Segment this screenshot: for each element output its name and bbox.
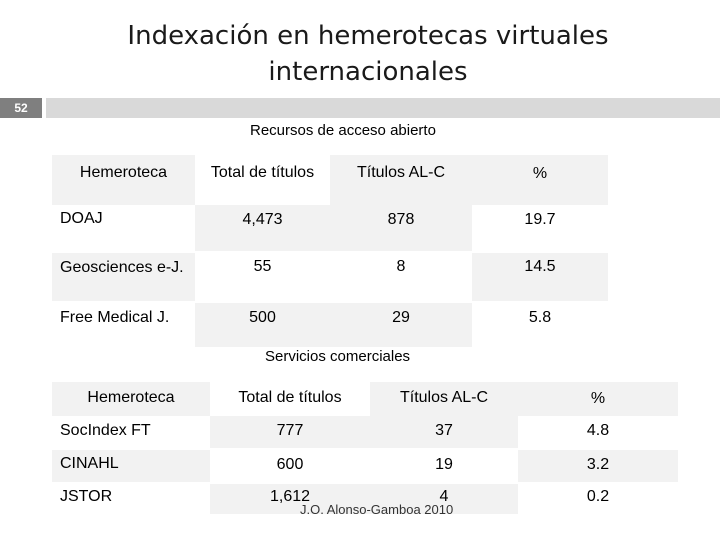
header-percent: %	[472, 155, 608, 205]
table-row-percent: 3.2	[518, 450, 678, 482]
table-row-name: DOAJ	[60, 210, 103, 227]
title-line-1: Indexación en hemerotecas virtuales	[127, 21, 609, 51]
table-row-alc: 8	[396, 258, 406, 275]
title-line-2: internacionales	[268, 57, 468, 87]
table-row-alc: 29	[330, 303, 472, 347]
table-row-name: JSTOR	[60, 488, 113, 505]
table-row-name: Geosciences e-J.	[52, 253, 195, 301]
table-row-total: 55	[253, 258, 272, 275]
table-row-total: 4,473	[195, 205, 330, 251]
header-total-titulos: Total de títulos	[238, 389, 342, 406]
table-row-alc: 37	[370, 416, 518, 448]
table-row-total: 777	[210, 416, 370, 448]
header-percent: %	[518, 382, 678, 416]
table-row-percent: 4.8	[586, 422, 610, 439]
header-hemeroteca: Hemeroteca	[52, 382, 210, 416]
table-row-alc: 878	[330, 205, 472, 251]
header-titulos-alc: Títulos AL-C	[330, 155, 472, 205]
table-row-total: 500	[195, 303, 330, 347]
table-row-total: 1,612	[210, 484, 370, 514]
table-row-name: Free Medical J.	[60, 309, 170, 326]
table-row-percent: 19.7	[524, 211, 556, 228]
footer-credit: J.O. Alonso-Gamboa 2010	[300, 502, 454, 517]
table-row-alc: 19	[435, 456, 453, 473]
table-row-percent: 14.5	[472, 253, 608, 301]
commercial-caption: Servicios comerciales	[265, 348, 411, 365]
open-access-caption: Recursos de acceso abierto	[250, 122, 436, 139]
table-row-name: SocIndex FT	[60, 422, 151, 439]
slide-number: 52	[0, 98, 42, 118]
table-row-alc: 4	[370, 484, 518, 514]
table-row-percent: 0.2	[586, 488, 610, 505]
header-bar	[46, 98, 720, 118]
table-row-name: CINAHL	[52, 450, 210, 482]
slide-title: Indexación en hemerotecas virtuales inte…	[0, 18, 720, 90]
table-row-total: 600	[276, 456, 304, 473]
header-titulos-alc: Títulos AL-C	[370, 382, 518, 416]
header-hemeroteca: Hemeroteca	[52, 155, 195, 205]
table-row-percent: 5.8	[528, 309, 552, 326]
header-total-titulos: Total de títulos	[210, 164, 315, 181]
